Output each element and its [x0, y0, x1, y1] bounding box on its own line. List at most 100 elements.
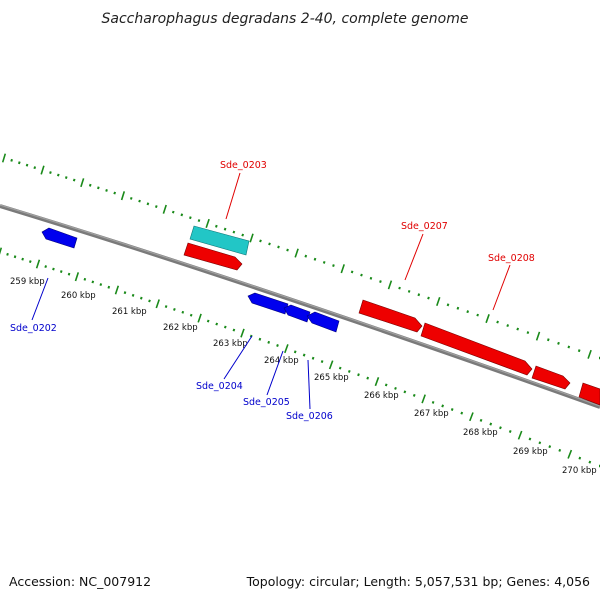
- inner-tick: [148, 299, 151, 303]
- genome-summary-text: Topology: circular; Length: 5,057,531 bp…: [246, 574, 590, 589]
- label-sde-0206[interactable]: Sde_0206: [286, 411, 333, 422]
- outer-tick: [526, 331, 530, 335]
- outer-tick: [49, 171, 52, 174]
- outer-tick: [322, 260, 326, 264]
- inner-tick: [374, 377, 380, 387]
- tick-label-group: 259 kbp 260 kbp 261 kbp 262 kbp 263 kbp …: [10, 277, 597, 476]
- inner-tick: [412, 393, 416, 397]
- tick-label-265: 265 kbp: [314, 373, 349, 383]
- leader-sde-0208: [492, 264, 511, 311]
- inner-tick: [139, 296, 143, 300]
- outer-tick: [105, 189, 108, 192]
- tick-label-268: 268 kbp: [463, 428, 498, 438]
- inner-tick: [366, 376, 370, 380]
- inner-tick: [240, 328, 245, 338]
- tick-label-263: 263 kbp: [213, 339, 248, 349]
- outer-tick: [587, 349, 592, 359]
- inner-tick: [328, 360, 334, 370]
- inner-tick: [441, 404, 445, 408]
- inner-tick: [284, 344, 289, 354]
- outer-tick: [88, 183, 92, 187]
- inner-tick: [107, 285, 111, 289]
- inner-tick: [67, 272, 71, 276]
- gene-sde-0210[interactable]: [578, 382, 600, 406]
- outer-tick: [268, 242, 271, 246]
- inner-tick: [13, 255, 17, 259]
- outer-tick: [162, 204, 167, 214]
- inner-tick: [538, 441, 542, 445]
- gene-sde-0205[interactable]: [283, 304, 311, 323]
- inner-tick: [0, 247, 3, 255]
- inner-tick: [173, 307, 176, 311]
- leader-sde-0205: [266, 350, 284, 396]
- inner-tick: [267, 340, 271, 344]
- inner-tick: [74, 272, 80, 282]
- outer-tick: [33, 166, 37, 170]
- tick-label-259: 259 kbp: [10, 277, 45, 287]
- gene-sde-0203[interactable]: [189, 225, 250, 256]
- outer-tick: [25, 163, 29, 167]
- outer-tick: [360, 273, 363, 277]
- outer-tick: [97, 186, 100, 190]
- label-sde-0202[interactable]: Sde_0202: [10, 323, 57, 334]
- gene-sde-0209[interactable]: [531, 365, 571, 390]
- gene-sde-0203-cds[interactable]: [183, 242, 243, 271]
- inner-tick: [91, 280, 95, 284]
- inner-tick: [223, 325, 227, 329]
- outer-tick: [205, 218, 210, 228]
- gene-sde-0208[interactable]: [420, 322, 533, 376]
- gene-sde-0206[interactable]: [306, 311, 340, 333]
- leader-sde-0204: [223, 335, 253, 380]
- inner-tick: [83, 277, 87, 281]
- inner-tick: [450, 408, 454, 411]
- inner-tick: [338, 366, 342, 370]
- outer-tick: [567, 345, 571, 349]
- inner-tick: [384, 383, 388, 387]
- outer-tick: [577, 349, 581, 353]
- tick-label-260: 260 kbp: [61, 291, 96, 301]
- outer-tick: [304, 254, 308, 258]
- inner-tick: [293, 350, 297, 354]
- outer-tick: [17, 161, 21, 165]
- inner-tick: [155, 299, 160, 309]
- outer-tick: [56, 173, 60, 177]
- outer-tick: [171, 210, 175, 214]
- tick-label-270: 270 kbp: [562, 466, 597, 476]
- outer-tick: [259, 239, 262, 243]
- inner-tick: [431, 400, 435, 404]
- label-sde-0208[interactable]: Sde_0208: [488, 253, 535, 264]
- gene-sde-0204[interactable]: [247, 292, 289, 315]
- label-sde-0205[interactable]: Sde_0205: [243, 397, 290, 408]
- inner-tick: [517, 430, 523, 440]
- inner-tick: [320, 360, 324, 364]
- gene-sde-0207[interactable]: [358, 299, 423, 333]
- gene-sde-0202[interactable]: [41, 227, 78, 249]
- label-leaders: [31, 172, 511, 410]
- tick-label-261: 261 kbp: [112, 307, 147, 317]
- leader-sde-0202: [31, 277, 49, 321]
- outer-tick: [223, 227, 227, 231]
- outer-tick: [313, 257, 317, 261]
- outer-tick: [407, 289, 411, 293]
- outer-tick: [456, 306, 460, 310]
- inner-tick: [59, 270, 63, 273]
- outer-tick: [427, 296, 430, 300]
- label-sde-0203[interactable]: Sde_0203: [220, 160, 267, 171]
- outer-tick: [249, 233, 254, 243]
- inner-tick: [528, 437, 532, 441]
- outer-tick: [350, 270, 354, 274]
- genome-backbone-highlight: [0, 204, 600, 407]
- outer-tick: [294, 248, 299, 258]
- label-sde-0204[interactable]: Sde_0204: [196, 381, 243, 392]
- label-sde-0207[interactable]: Sde_0207: [401, 221, 448, 232]
- outer-tick: [387, 280, 393, 290]
- inner-tick: [6, 252, 9, 256]
- outer-tick: [466, 310, 470, 314]
- inner-tick: [302, 353, 306, 357]
- inner-tick: [460, 411, 464, 415]
- outer-tick: [506, 324, 510, 328]
- outer-tick: [232, 230, 236, 234]
- inner-tick: [44, 265, 48, 269]
- inner-tick: [35, 259, 41, 269]
